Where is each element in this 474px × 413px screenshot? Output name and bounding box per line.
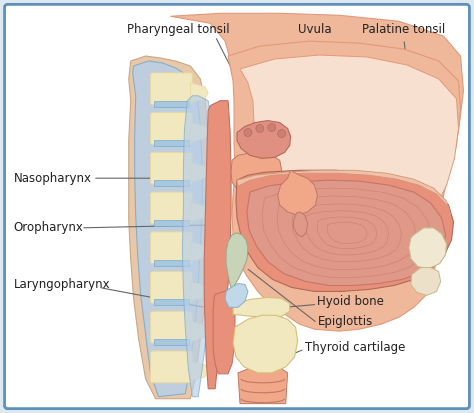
Polygon shape	[233, 315, 298, 373]
FancyBboxPatch shape	[151, 272, 192, 303]
Polygon shape	[247, 180, 446, 285]
Polygon shape	[228, 41, 460, 270]
Polygon shape	[154, 180, 189, 186]
Polygon shape	[191, 83, 208, 103]
Text: Thyroid cartilage: Thyroid cartilage	[304, 341, 405, 354]
Polygon shape	[237, 121, 291, 158]
Text: Palatine tonsil: Palatine tonsil	[362, 23, 446, 36]
Polygon shape	[411, 268, 441, 295]
Polygon shape	[191, 202, 208, 222]
Polygon shape	[213, 290, 235, 374]
Polygon shape	[154, 299, 189, 305]
Polygon shape	[154, 140, 189, 146]
Text: Uvula: Uvula	[298, 23, 331, 36]
Polygon shape	[191, 282, 208, 301]
Polygon shape	[133, 61, 202, 397]
Polygon shape	[182, 96, 213, 397]
Polygon shape	[191, 321, 208, 341]
Polygon shape	[204, 101, 231, 389]
FancyBboxPatch shape	[151, 311, 192, 343]
Polygon shape	[231, 153, 282, 194]
FancyBboxPatch shape	[5, 5, 469, 408]
Circle shape	[268, 123, 276, 131]
Polygon shape	[171, 13, 464, 331]
Polygon shape	[226, 233, 248, 290]
FancyBboxPatch shape	[151, 192, 192, 224]
Circle shape	[278, 130, 286, 138]
Polygon shape	[409, 228, 447, 268]
FancyBboxPatch shape	[151, 113, 192, 145]
Polygon shape	[237, 170, 451, 215]
Polygon shape	[233, 297, 290, 317]
Polygon shape	[154, 260, 189, 266]
FancyBboxPatch shape	[151, 152, 192, 184]
Polygon shape	[154, 220, 189, 226]
Polygon shape	[236, 170, 454, 292]
Polygon shape	[238, 367, 288, 404]
Polygon shape	[293, 212, 308, 237]
Polygon shape	[225, 283, 248, 307]
Polygon shape	[191, 123, 208, 142]
FancyBboxPatch shape	[151, 232, 192, 263]
Text: Nasopharynx: Nasopharynx	[14, 172, 91, 185]
Polygon shape	[129, 56, 210, 399]
Polygon shape	[191, 162, 208, 182]
Text: Laryngopharynx: Laryngopharynx	[14, 278, 110, 291]
FancyBboxPatch shape	[151, 73, 192, 104]
Polygon shape	[191, 361, 208, 381]
Text: Pharyngeal tonsil: Pharyngeal tonsil	[127, 23, 230, 36]
Circle shape	[244, 128, 252, 136]
FancyBboxPatch shape	[151, 351, 192, 383]
Polygon shape	[154, 339, 189, 345]
Polygon shape	[191, 242, 208, 261]
Polygon shape	[240, 55, 458, 248]
Text: Hyoid bone: Hyoid bone	[318, 295, 384, 308]
Polygon shape	[154, 101, 189, 107]
Text: Epiglottis: Epiglottis	[318, 315, 373, 328]
Circle shape	[256, 125, 264, 133]
Polygon shape	[278, 170, 318, 215]
Text: Oropharynx: Oropharynx	[14, 221, 83, 234]
